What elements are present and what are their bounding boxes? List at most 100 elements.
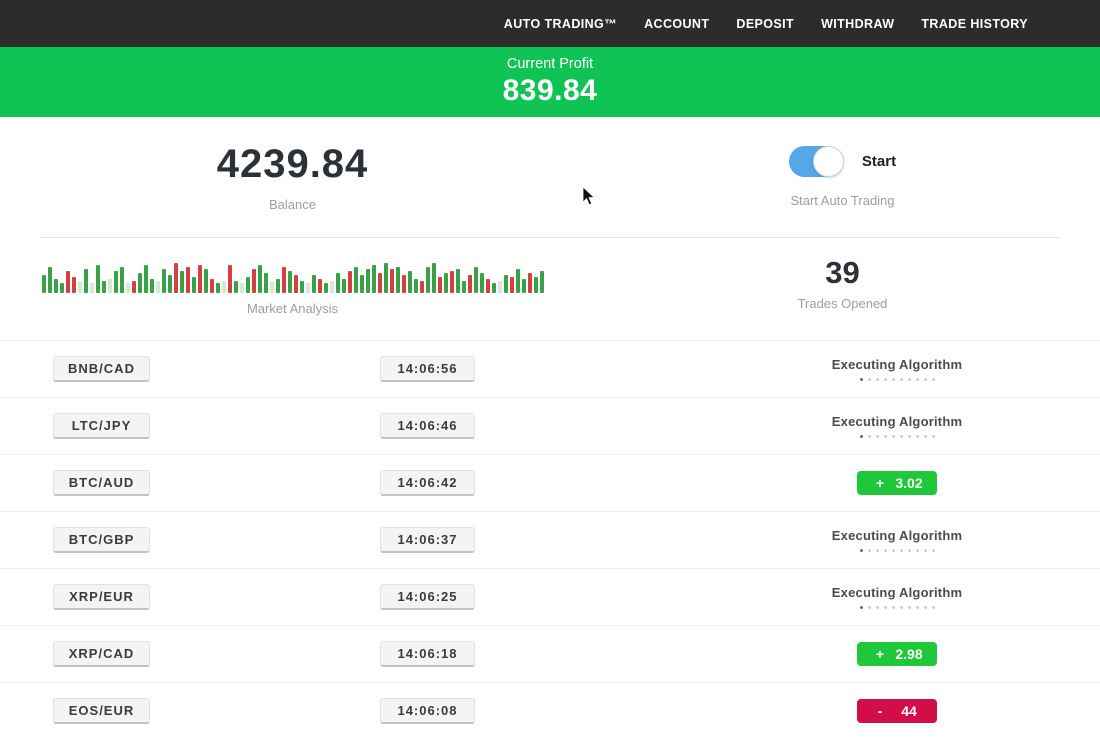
market-bar	[509, 277, 514, 293]
market-bar	[515, 269, 520, 293]
market-bar	[149, 279, 154, 293]
progress-dot	[891, 377, 895, 381]
market-bar	[491, 283, 496, 293]
trade-status: Executing Algorithm	[807, 340, 987, 397]
progress-dot	[891, 548, 895, 552]
market-bar	[41, 275, 46, 293]
time-pill: 14:06:42	[380, 469, 475, 496]
market-bar	[383, 263, 388, 293]
progress-dot	[859, 377, 863, 381]
progress-dot	[875, 548, 879, 552]
market-bar	[59, 283, 64, 293]
nav-item-withdraw[interactable]: WITHDRAW	[821, 16, 895, 31]
progress-dot	[875, 377, 879, 381]
market-bar	[251, 269, 256, 293]
progress-dot	[883, 605, 887, 609]
result-value: 2.98	[895, 645, 923, 662]
market-analysis-block: Market Analysis	[0, 238, 585, 340]
progress-dot	[891, 605, 895, 609]
progress-dot	[859, 605, 863, 609]
market-bar	[215, 283, 220, 293]
trade-row: XRP/CAD 14:06:18 + 2.98	[0, 625, 1100, 682]
nav-item-account[interactable]: ACCOUNT	[644, 16, 710, 31]
trade-status: + 3.02	[807, 454, 987, 511]
market-bar	[389, 269, 394, 293]
nav-item-deposit[interactable]: DEPOSIT	[736, 16, 795, 31]
market-analysis-label: Market Analysis	[246, 301, 339, 316]
trade-row: BTC/GBP 14:06:37 Executing Algorithm	[0, 511, 1100, 568]
market-bar	[305, 283, 310, 293]
progress-dots	[859, 377, 935, 381]
market-bar	[371, 265, 376, 293]
executing-label: Executing Algorithm	[831, 356, 963, 372]
result-value: 44	[901, 702, 917, 719]
market-bar	[461, 281, 466, 293]
market-bar	[65, 271, 70, 293]
auto-trading-toggle[interactable]	[788, 146, 844, 177]
nav-item-auto-trading[interactable]: AUTO TRADING™	[503, 16, 618, 31]
result-sign: +	[875, 645, 885, 662]
progress-dot	[923, 548, 927, 552]
current-profit-label: Current Profit	[506, 56, 594, 72]
trade-status: - 44	[807, 682, 987, 739]
market-bar	[341, 279, 346, 293]
market-analysis-chart	[41, 259, 544, 293]
market-bar	[503, 275, 508, 293]
result-badge: + 2.98	[857, 641, 937, 666]
result-sign: -	[877, 702, 883, 719]
balance-section: 4239.84 Balance Start Start Auto Trading	[0, 117, 1100, 237]
trades-opened-value: 39	[825, 255, 860, 290]
progress-dot	[859, 548, 863, 552]
market-bar	[47, 267, 52, 293]
progress-dot	[875, 434, 879, 438]
market-bar	[395, 267, 400, 293]
trade-status: Executing Algorithm	[807, 511, 987, 568]
market-bar	[203, 269, 208, 293]
progress-dot	[907, 434, 911, 438]
progress-dot	[915, 434, 919, 438]
market-bar	[269, 281, 274, 293]
progress-dot	[899, 605, 903, 609]
progress-dot	[907, 377, 911, 381]
pair-pill: BTC/GBP	[53, 526, 150, 553]
market-bar	[443, 273, 448, 293]
market-bar	[89, 283, 94, 293]
progress-dot	[891, 434, 895, 438]
trade-status: + 2.98	[807, 625, 987, 682]
market-bar	[281, 267, 286, 293]
market-bar	[353, 267, 358, 293]
market-bar	[83, 269, 88, 293]
progress-dot	[915, 548, 919, 552]
market-bar	[233, 281, 238, 293]
market-bar	[113, 271, 118, 293]
pair-pill: EOS/EUR	[53, 697, 150, 724]
nav-item-trade-history[interactable]: TRADE HISTORY	[921, 16, 1028, 31]
market-bar	[539, 271, 544, 293]
progress-dot	[899, 548, 903, 552]
market-bar	[53, 279, 58, 293]
market-bar	[137, 273, 142, 293]
progress-dot	[899, 434, 903, 438]
market-bar	[287, 271, 292, 293]
market-bar	[71, 277, 76, 293]
market-bar	[323, 283, 328, 293]
progress-dot	[867, 434, 871, 438]
market-bar	[431, 263, 436, 293]
executing-label: Executing Algorithm	[831, 584, 963, 600]
pair-pill: XRP/CAD	[53, 640, 150, 667]
time-pill: 14:06:56	[380, 355, 475, 382]
market-bar	[239, 283, 244, 293]
trade-status: Executing Algorithm	[807, 568, 987, 625]
market-bar	[179, 271, 184, 293]
market-bar	[107, 279, 112, 293]
progress-dot	[875, 605, 879, 609]
trade-row: XRP/EUR 14:06:25 Executing Algorithm	[0, 568, 1100, 625]
trades-opened-block: 39 Trades Opened	[585, 238, 1100, 340]
pair-pill: BNB/CAD	[53, 355, 150, 382]
market-bar	[257, 265, 262, 293]
market-bar	[401, 275, 406, 293]
trade-row: LTC/JPY 14:06:46 Executing Algorithm	[0, 397, 1100, 454]
progress-dot	[931, 605, 935, 609]
trades-list: BNB/CAD 14:06:56 Executing Algorithm LTC…	[0, 340, 1100, 739]
